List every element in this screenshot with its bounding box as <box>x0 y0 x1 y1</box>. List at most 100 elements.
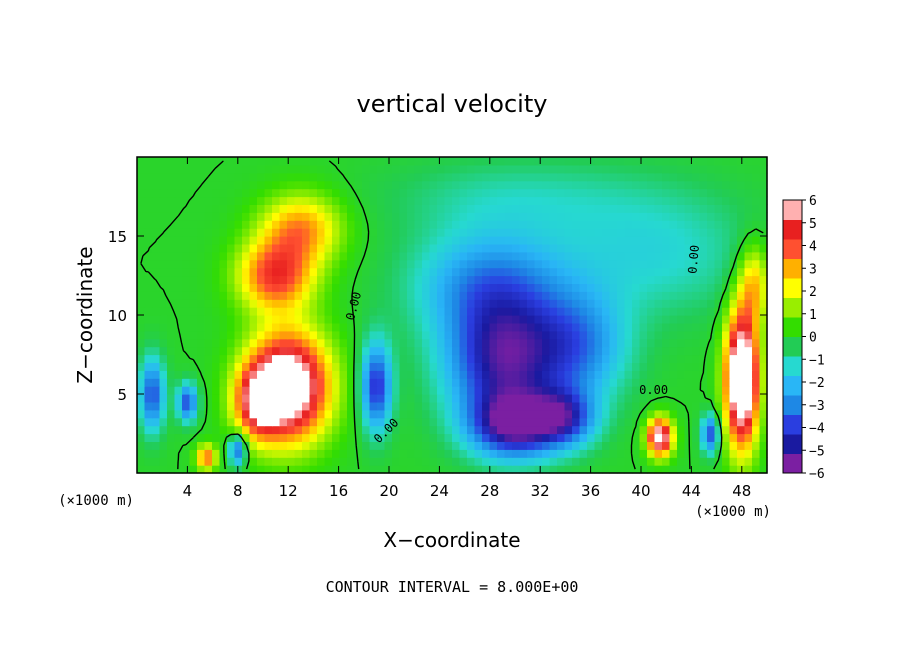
heatmap-cell <box>429 457 438 466</box>
heatmap-cell <box>654 354 663 363</box>
heatmap-cell <box>354 243 363 253</box>
heatmap-cell <box>729 267 738 277</box>
heatmap-cell <box>272 267 281 277</box>
heatmap-cell <box>257 275 266 284</box>
heatmap-cell <box>377 449 386 458</box>
heatmap-cell <box>707 338 716 348</box>
heatmap-cell <box>249 441 258 450</box>
heatmap-cell <box>624 251 633 261</box>
heatmap-cell <box>234 378 243 387</box>
heatmap-cell <box>414 196 423 205</box>
heatmap-cell <box>384 267 393 277</box>
heatmap-cell <box>347 180 356 190</box>
heatmap-cell <box>264 172 273 182</box>
heatmap-cell <box>722 378 731 387</box>
heatmap-cell <box>377 417 386 427</box>
heatmap-cell <box>519 283 528 292</box>
heatmap-cell <box>452 299 461 308</box>
heatmap-cell <box>189 251 198 261</box>
heatmap-cell <box>587 378 596 387</box>
heatmap-cell <box>197 283 206 292</box>
heatmap-cell <box>662 299 671 308</box>
heatmap-cell <box>594 180 603 190</box>
heatmap-cell <box>677 307 686 316</box>
heatmap-cell <box>632 425 641 435</box>
heatmap-cell <box>347 172 356 182</box>
heatmap-cell <box>519 275 528 284</box>
heatmap-cell <box>639 259 648 269</box>
heatmap-cell <box>377 425 386 435</box>
heatmap-cell <box>752 409 761 419</box>
heatmap-cell <box>474 196 483 205</box>
heatmap-cell <box>594 212 603 221</box>
heatmap-cell <box>294 283 303 292</box>
heatmap-cell <box>287 307 296 316</box>
heatmap-cell <box>504 204 513 213</box>
heatmap-cell <box>407 251 416 261</box>
heatmap-cell <box>324 362 333 371</box>
heatmap-cell <box>407 220 416 229</box>
heatmap-cell <box>497 307 506 316</box>
heatmap-cell <box>294 362 303 371</box>
heatmap-cell <box>737 354 746 363</box>
heatmap-cell <box>609 172 618 182</box>
heatmap-cell <box>482 386 491 395</box>
heatmap-cell <box>489 172 498 182</box>
heatmap-cell <box>617 236 626 245</box>
heatmap-cell <box>497 275 506 284</box>
heatmap-cell <box>527 188 536 198</box>
heatmap-cell <box>362 220 371 229</box>
heatmap-cell <box>632 315 641 324</box>
heatmap-cell <box>264 267 273 277</box>
heatmap-cell <box>182 236 191 245</box>
heatmap-cell <box>729 291 738 300</box>
heatmap-cell <box>362 433 371 442</box>
heatmap-cell <box>324 188 333 198</box>
heatmap-cell <box>219 307 228 316</box>
heatmap-cell <box>347 346 356 356</box>
heatmap-cell <box>759 378 768 387</box>
heatmap-cell <box>234 172 243 182</box>
heatmap-cell <box>512 338 521 348</box>
heatmap-cell <box>684 259 693 269</box>
heatmap-cell <box>692 196 701 205</box>
heatmap-cell <box>354 204 363 213</box>
heatmap-cell <box>369 394 378 403</box>
heatmap-cell <box>729 180 738 190</box>
heatmap-cell <box>444 338 453 348</box>
heatmap-cell <box>737 299 746 308</box>
heatmap-cell <box>309 212 318 221</box>
heatmap-cell <box>354 275 363 284</box>
heatmap-cell <box>692 212 701 221</box>
heatmap-cell <box>722 291 731 300</box>
heatmap-cell <box>587 196 596 205</box>
heatmap-cell <box>324 204 333 213</box>
heatmap-cell <box>392 220 401 229</box>
heatmap-cell <box>249 433 258 442</box>
heatmap-cell <box>714 291 723 300</box>
heatmap-cell <box>759 228 768 237</box>
heatmap-cell <box>489 212 498 221</box>
heatmap-cell <box>452 259 461 269</box>
heatmap-cell <box>444 188 453 198</box>
heatmap-cell <box>369 307 378 316</box>
heatmap-cell <box>242 417 251 427</box>
heatmap-cell <box>632 212 641 221</box>
heatmap-cell <box>662 291 671 300</box>
heatmap-cell <box>234 315 243 324</box>
heatmap-cell <box>639 441 648 450</box>
heatmap-cell <box>684 267 693 277</box>
heatmap-cell <box>744 291 753 300</box>
heatmap-cell <box>624 164 633 174</box>
heatmap-cell <box>677 386 686 395</box>
heatmap-cell <box>384 386 393 395</box>
heatmap-cell <box>504 164 513 174</box>
heatmap-cell <box>609 465 618 474</box>
heatmap-cell <box>609 441 618 450</box>
heatmap-cell <box>489 283 498 292</box>
heatmap-cell <box>504 338 513 348</box>
heatmap-cell <box>264 401 273 411</box>
heatmap-cell <box>279 299 288 308</box>
heatmap-cell <box>444 204 453 213</box>
heatmap-cell <box>152 386 161 395</box>
